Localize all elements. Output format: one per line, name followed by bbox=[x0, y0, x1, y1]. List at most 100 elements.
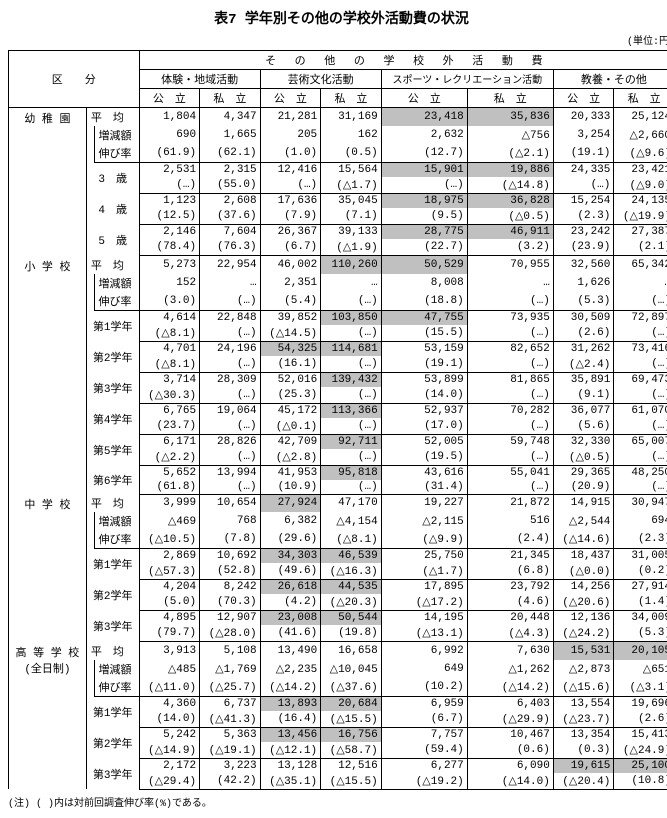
row-label: 伸び率 bbox=[94, 530, 139, 549]
data-cell: 32,330 bbox=[553, 434, 614, 449]
data-cell: (△2.1) bbox=[467, 144, 553, 163]
data-cell: (…) bbox=[200, 356, 261, 373]
data-cell: (10.2) bbox=[381, 678, 467, 697]
data-cell: 17,895 bbox=[381, 580, 467, 595]
data-cell: (9.5) bbox=[381, 208, 467, 225]
data-cell: 36,828 bbox=[467, 194, 553, 209]
data-cell: 162 bbox=[321, 126, 382, 144]
data-cell: (61.9) bbox=[139, 144, 200, 163]
data-cell: 13,994 bbox=[200, 465, 261, 480]
data-cell: 649 bbox=[381, 660, 467, 678]
data-cell: (0.6) bbox=[467, 742, 553, 759]
data-cell: (…) bbox=[321, 449, 382, 466]
data-cell: 18,975 bbox=[381, 194, 467, 209]
data-cell: 1,626 bbox=[553, 274, 614, 292]
footnote: (注) ( )内は対前回調査伸び率(%)である。 bbox=[8, 794, 667, 810]
data-cell: (0.5) bbox=[321, 144, 382, 163]
data-cell: 6,403 bbox=[467, 696, 553, 711]
data-cell: (…) bbox=[614, 449, 667, 466]
data-cell: (△9.6) bbox=[614, 144, 667, 163]
data-cell: 4,347 bbox=[200, 108, 261, 127]
data-cell: △2,873 bbox=[553, 660, 614, 678]
data-cell: △485 bbox=[139, 660, 200, 678]
data-cell: 1,665 bbox=[200, 126, 261, 144]
data-cell: (△15.6) bbox=[553, 678, 614, 697]
data-cell: 3,223 bbox=[200, 758, 261, 773]
data-cell: 12,907 bbox=[200, 611, 261, 626]
data-cell: 13,128 bbox=[260, 758, 321, 773]
data-cell: 42,709 bbox=[260, 434, 321, 449]
data-cell: (△0.5) bbox=[553, 449, 614, 466]
data-cell: 21,281 bbox=[260, 108, 321, 127]
data-cell: 34,009 bbox=[614, 611, 667, 626]
data-cell: 65,342 bbox=[614, 256, 667, 274]
data-cell: (9.1) bbox=[553, 387, 614, 404]
data-cell: 46,911 bbox=[467, 225, 553, 240]
data-cell: (△0.5) bbox=[467, 208, 553, 225]
data-cell: … bbox=[200, 274, 261, 292]
data-cell: (31.4) bbox=[381, 480, 467, 495]
data-cell: (2.3) bbox=[614, 530, 667, 549]
data-cell: (△29.4) bbox=[139, 773, 200, 790]
data-cell: 10,654 bbox=[200, 494, 261, 512]
data-cell: 152 bbox=[139, 274, 200, 292]
data-cell: (78.4) bbox=[139, 239, 200, 256]
data-cell: 24,335 bbox=[553, 163, 614, 178]
data-cell: (△57.3) bbox=[139, 563, 200, 580]
data-cell: 6,171 bbox=[139, 434, 200, 449]
data-cell: (41.6) bbox=[260, 625, 321, 642]
data-cell: 14,256 bbox=[553, 580, 614, 595]
data-cell: 4,895 bbox=[139, 611, 200, 626]
data-cell: 103,850 bbox=[321, 310, 382, 325]
row-label: 第3学年 bbox=[86, 611, 139, 642]
data-cell: 2,531 bbox=[139, 163, 200, 178]
data-cell: (…) bbox=[200, 325, 261, 342]
data-cell: (…) bbox=[200, 449, 261, 466]
data-cell: 3,999 bbox=[139, 494, 200, 512]
data-cell: (△14.0) bbox=[467, 773, 553, 790]
data-cell: 24,135 bbox=[614, 194, 667, 209]
header-kubun: 区 分 bbox=[9, 51, 140, 108]
data-cell: (△14.5) bbox=[260, 325, 321, 342]
data-cell: (…) bbox=[614, 387, 667, 404]
row-label: 伸び率 bbox=[94, 292, 139, 311]
data-cell: 19,696 bbox=[614, 696, 667, 711]
data-cell: (…) bbox=[321, 418, 382, 435]
data-cell: (5.4) bbox=[260, 292, 321, 311]
data-cell: 52,016 bbox=[260, 372, 321, 387]
data-cell: (△24.2) bbox=[553, 625, 614, 642]
data-cell: (△8.1) bbox=[321, 530, 382, 549]
data-cell: 30,947 bbox=[614, 494, 667, 512]
data-cell: (△30.3) bbox=[139, 387, 200, 404]
data-cell: (△4.3) bbox=[467, 625, 553, 642]
data-cell: △2,544 bbox=[553, 512, 614, 530]
data-cell: 13,893 bbox=[260, 696, 321, 711]
data-cell: (0.3) bbox=[553, 742, 614, 759]
data-cell: 6,090 bbox=[467, 758, 553, 773]
header-group-1: 体験・地域活動 bbox=[139, 70, 260, 89]
data-cell: (…) bbox=[139, 177, 200, 194]
data-cell: 35,891 bbox=[553, 372, 614, 387]
data-cell: 3,254 bbox=[553, 126, 614, 144]
data-cell: 6,959 bbox=[381, 696, 467, 711]
data-cell: (7.9) bbox=[260, 208, 321, 225]
data-cell: △1,769 bbox=[200, 660, 261, 678]
data-cell: 2,351 bbox=[260, 274, 321, 292]
data-cell: (△14.9) bbox=[139, 742, 200, 759]
data-cell: (…) bbox=[614, 356, 667, 373]
data-cell: 110,260 bbox=[321, 256, 382, 274]
data-cell: 694 bbox=[614, 512, 667, 530]
data-cell: 35,045 bbox=[321, 194, 382, 209]
data-cell: 12,416 bbox=[260, 163, 321, 178]
data-cell: 36,077 bbox=[553, 403, 614, 418]
header-super: そ の 他 の 学 校 外 活 動 費 bbox=[139, 51, 667, 70]
data-cell: (△8.1) bbox=[139, 356, 200, 373]
row-label: 第6学年 bbox=[86, 465, 139, 494]
data-cell: 65,007 bbox=[614, 434, 667, 449]
data-cell: (4.6) bbox=[467, 594, 553, 611]
data-cell: 18,437 bbox=[553, 549, 614, 564]
data-cell: (1.4) bbox=[614, 594, 667, 611]
data-cell: (…) bbox=[553, 177, 614, 194]
data-cell: (19.1) bbox=[381, 356, 467, 373]
header-pri: 私 立 bbox=[467, 89, 553, 108]
